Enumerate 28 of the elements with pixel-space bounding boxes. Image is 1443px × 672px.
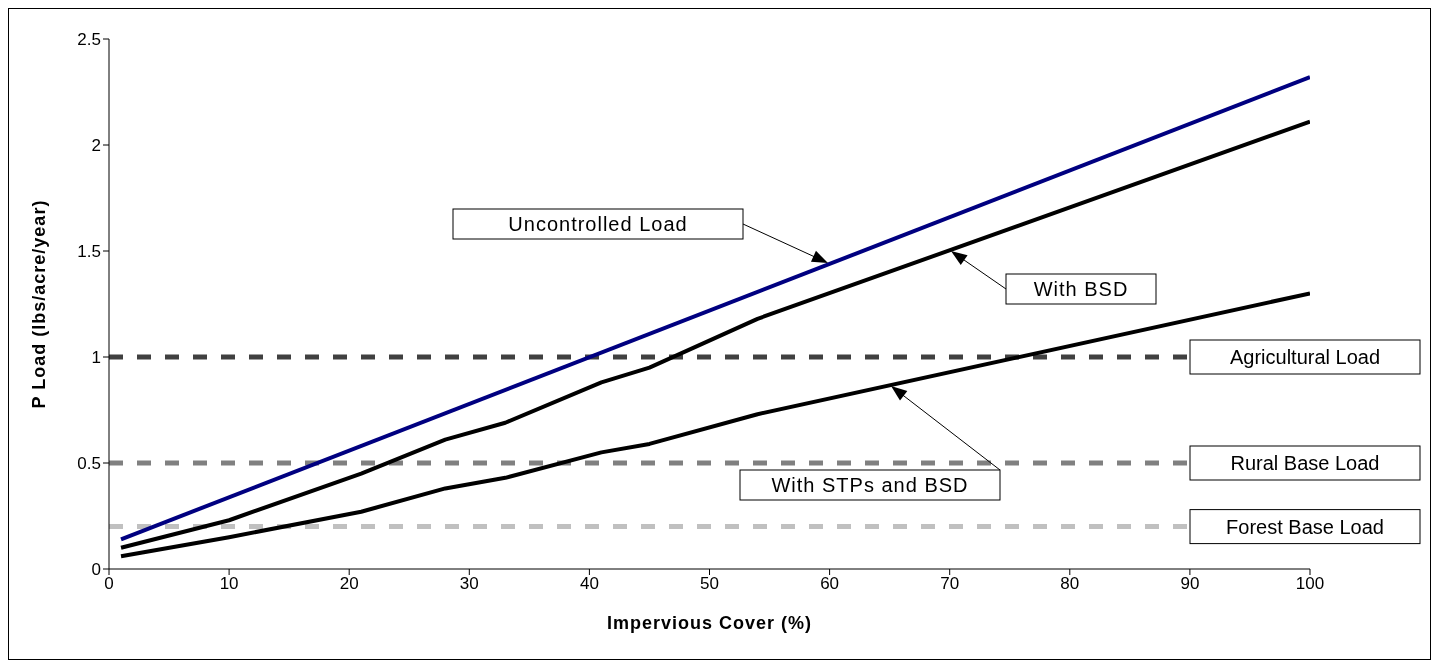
y-tick-label: 2.5: [77, 30, 101, 50]
callout-arrow: With STPs and BSD: [739, 386, 1001, 501]
annotation: With BSD: [1033, 278, 1129, 300]
ref-line-label: Agricultural Load: [1229, 346, 1381, 368]
x-tick-label: 100: [1295, 574, 1325, 594]
x-tick-label: 40: [579, 574, 599, 594]
x-tick-label: 20: [339, 574, 359, 594]
ref-line-label: Rural Base Load: [1230, 452, 1380, 474]
y-tick-label: 0: [91, 560, 101, 580]
y-tick-label: 2: [91, 136, 101, 156]
callout-arrow: Uncontrolled Load: [452, 208, 828, 263]
x-tick-label: 10: [219, 574, 239, 594]
y-tick-label: 1: [91, 348, 101, 368]
x-axis-title: Impervious Cover (%): [606, 613, 813, 633]
x-tick-label: 70: [940, 574, 960, 594]
ref-line-label: Forest Base Load: [1226, 515, 1384, 538]
x-tick-label: 60: [820, 574, 840, 594]
annotation: With STPs and BSD: [771, 474, 969, 496]
annotation: Uncontrolled Load: [508, 213, 688, 235]
x-tick-label: 0: [104, 574, 114, 594]
x-tick-label: 50: [700, 574, 719, 594]
x-tick-label: 80: [1060, 574, 1080, 594]
callout-arrow: With BSD: [951, 251, 1157, 305]
y-tick-label: 1.5: [77, 242, 101, 262]
y-axis-title: P Load (lbs/acre/year): [29, 199, 50, 409]
x-tick-label: 90: [1180, 574, 1200, 594]
x-tick-label: 30: [459, 574, 479, 594]
y-tick-label: 0.5: [77, 454, 101, 474]
